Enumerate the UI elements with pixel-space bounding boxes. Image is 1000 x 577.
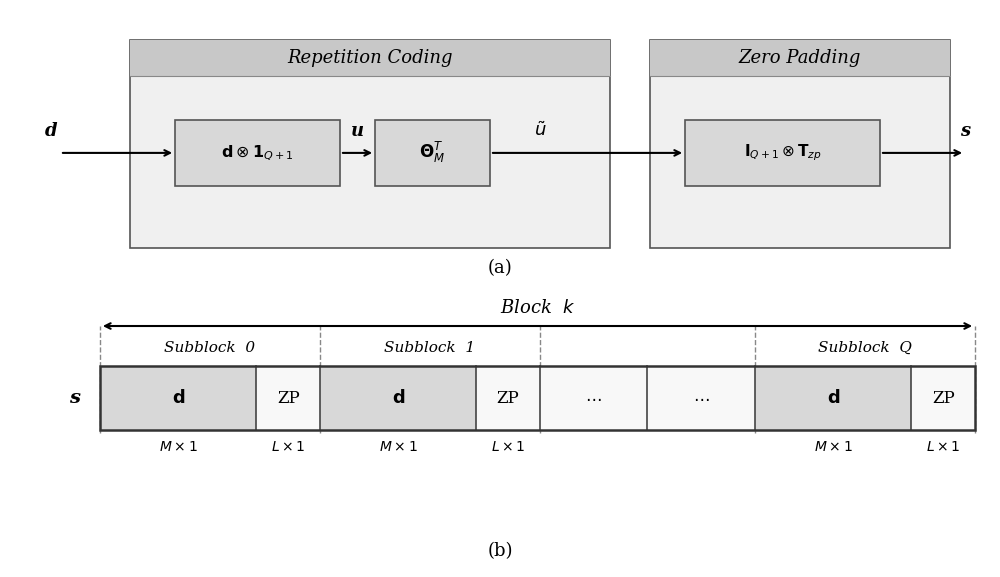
Text: ZP: ZP bbox=[277, 389, 300, 407]
Bar bbox=[130, 40, 610, 248]
Text: ZP: ZP bbox=[497, 389, 520, 407]
Bar bbox=[175, 120, 340, 186]
Text: $L\times1$: $L\times1$ bbox=[926, 440, 960, 454]
Text: (a): (a) bbox=[488, 259, 512, 278]
Text: $M\times1$: $M\times1$ bbox=[379, 440, 417, 454]
Text: u: u bbox=[351, 122, 364, 140]
Bar bbox=[130, 40, 610, 76]
Bar bbox=[755, 366, 911, 430]
Text: ZP: ZP bbox=[932, 389, 955, 407]
Text: Block  $k$: Block $k$ bbox=[500, 299, 575, 317]
Bar bbox=[100, 366, 975, 430]
Text: $M\times1$: $M\times1$ bbox=[814, 440, 853, 454]
Text: $\cdots$: $\cdots$ bbox=[585, 389, 602, 407]
Bar bbox=[685, 120, 880, 186]
Text: Repetition Coding: Repetition Coding bbox=[287, 49, 453, 67]
Text: $\cdots$: $\cdots$ bbox=[693, 389, 710, 407]
Text: $\mathbf{d}\otimes\mathbf{1}_{Q+1}$: $\mathbf{d}\otimes\mathbf{1}_{Q+1}$ bbox=[221, 143, 294, 163]
Bar bbox=[540, 366, 647, 430]
Bar bbox=[100, 366, 256, 430]
Text: $\mathbf{I}_{Q+1}\otimes\mathbf{T}_{zp}$: $\mathbf{I}_{Q+1}\otimes\mathbf{T}_{zp}$ bbox=[744, 143, 821, 163]
Bar bbox=[320, 366, 476, 430]
Text: $\mathbf{d}$: $\mathbf{d}$ bbox=[172, 389, 185, 407]
Bar bbox=[911, 366, 975, 430]
Text: s: s bbox=[960, 122, 970, 140]
Text: $\boldsymbol{\Theta}_M^T$: $\boldsymbol{\Theta}_M^T$ bbox=[419, 140, 446, 166]
Text: $M\times1$: $M\times1$ bbox=[159, 440, 198, 454]
Bar bbox=[647, 366, 755, 430]
Text: Subblock  Q: Subblock Q bbox=[818, 341, 912, 355]
Text: (b): (b) bbox=[487, 542, 513, 560]
Text: $L\times1$: $L\times1$ bbox=[491, 440, 525, 454]
Bar bbox=[650, 40, 950, 76]
Text: Subblock  0: Subblock 0 bbox=[164, 341, 256, 355]
Text: $\mathbf{d}$: $\mathbf{d}$ bbox=[392, 389, 405, 407]
Bar bbox=[476, 366, 540, 430]
Bar bbox=[650, 40, 950, 248]
Text: $\tilde{u}$: $\tilde{u}$ bbox=[534, 122, 546, 140]
Bar bbox=[256, 366, 320, 430]
Bar bbox=[375, 120, 490, 186]
Text: s: s bbox=[70, 389, 81, 407]
Text: Subblock  1: Subblock 1 bbox=[384, 341, 476, 355]
Text: $\mathbf{d}$: $\mathbf{d}$ bbox=[827, 389, 840, 407]
Text: Zero Padding: Zero Padding bbox=[739, 49, 861, 67]
Text: $L\times1$: $L\times1$ bbox=[271, 440, 305, 454]
Text: d: d bbox=[45, 122, 58, 140]
